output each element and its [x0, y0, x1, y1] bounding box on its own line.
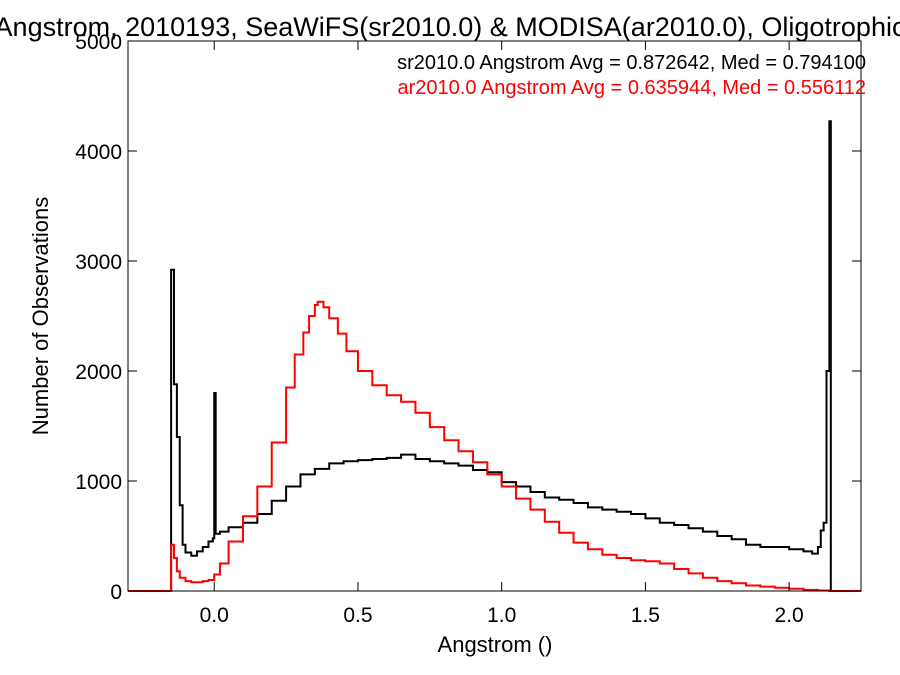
- y-tick-label: 0: [110, 581, 122, 604]
- axes-layer: 0.0 0.5 1.0 1.5 2.0 0 1000 2000 3000 4000 5000: [75, 31, 861, 627]
- chart-title: Angstrom, 2010193, SeaWiFS(sr2010.0) & M…: [0, 12, 900, 42]
- series-line-1: [128, 120, 861, 592]
- y-axis-label: Number of Observations: [28, 197, 53, 435]
- plot-frame: [127, 40, 862, 592]
- x-tick-label: 0.0: [200, 604, 229, 627]
- annotation-2: ar2010.0 Angstrom Avg = 0.635944, Med = …: [397, 77, 866, 99]
- x-tick-label: 2.0: [775, 604, 804, 627]
- y-tick-label: 1000: [75, 471, 122, 494]
- annotation-layer: sr2010.0 Angstrom Avg = 0.872642, Med = …: [397, 52, 866, 99]
- x-tick-label: 1.5: [631, 604, 660, 627]
- y-tick-label: 5000: [75, 31, 122, 54]
- x-tick-label: 0.5: [343, 604, 372, 627]
- y-tick-label: 3000: [75, 251, 122, 274]
- series-line-2: [128, 300, 861, 592]
- x-axis-label: Angstrom (): [438, 632, 553, 657]
- y-tick-label: 2000: [75, 361, 122, 384]
- annotation-1: sr2010.0 Angstrom Avg = 0.872642, Med = …: [397, 52, 866, 74]
- series-layer: [128, 120, 861, 592]
- x-tick-label: 1.0: [487, 604, 516, 627]
- y-tick-label: 4000: [75, 141, 122, 164]
